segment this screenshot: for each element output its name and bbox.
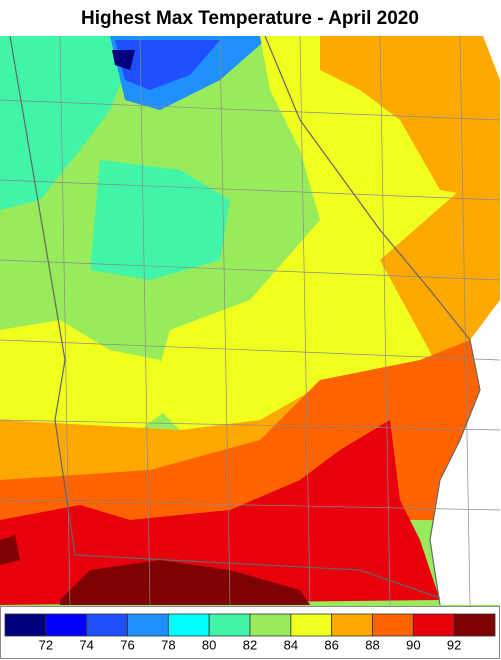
legend-label: 86 — [324, 637, 338, 652]
band-below-72 — [112, 50, 135, 70]
outside-area — [430, 36, 500, 605]
legend-label: 92 — [447, 637, 461, 652]
legend-swatch — [453, 613, 496, 637]
legend-label: 74 — [79, 637, 93, 652]
legend-label: 76 — [120, 637, 134, 652]
state-borders — [9, 35, 481, 606]
temperature-map — [0, 35, 501, 606]
legend-swatch — [372, 613, 414, 637]
band-84-86 — [0, 320, 180, 430]
legend-swatch — [249, 613, 292, 637]
legend-label: 84 — [284, 637, 298, 652]
legend-label: 72 — [39, 637, 53, 652]
band-86-88 — [320, 36, 500, 200]
legend-swatch — [4, 613, 47, 637]
legend-label: 80 — [202, 637, 216, 652]
legend-label: 90 — [406, 637, 420, 652]
legend-label: 82 — [243, 637, 257, 652]
legend-label: 78 — [161, 637, 175, 652]
legend-swatch — [290, 613, 333, 637]
legend-swatch — [86, 613, 128, 637]
legend-swatch — [45, 613, 88, 637]
legend-swatch — [412, 613, 455, 637]
legend-swatch — [167, 613, 210, 637]
map-title: Highest Max Temperature - April 2020 — [81, 8, 419, 29]
legend-swatch — [331, 613, 373, 637]
legend: 72 74 76 78 80 82 84 86 88 90 92 — [4, 613, 496, 652]
band-above-92 — [60, 560, 310, 605]
band-80-82 — [90, 160, 230, 280]
legend-swatch — [127, 613, 169, 637]
legend-label: 88 — [365, 637, 379, 652]
band-74-76 — [115, 40, 220, 90]
band-90-92 — [0, 420, 440, 605]
county-lines — [0, 35, 501, 606]
legend-swatch — [208, 613, 251, 637]
band-above-92 — [0, 535, 20, 565]
